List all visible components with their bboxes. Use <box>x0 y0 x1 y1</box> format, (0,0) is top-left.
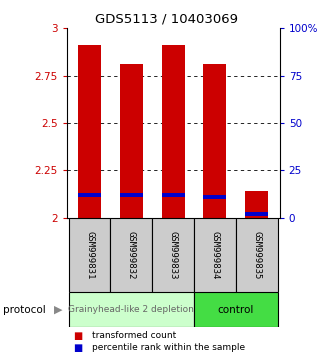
Bar <box>162 193 185 197</box>
Text: ▶: ▶ <box>54 305 63 315</box>
Text: control: control <box>218 305 254 315</box>
Text: GSM999835: GSM999835 <box>252 231 261 279</box>
Text: percentile rank within the sample: percentile rank within the sample <box>92 343 245 352</box>
Text: protocol: protocol <box>3 305 46 315</box>
Bar <box>203 64 226 218</box>
Bar <box>245 191 268 218</box>
Bar <box>69 218 111 292</box>
Text: GDS5113 / 10403069: GDS5113 / 10403069 <box>95 12 238 25</box>
Bar <box>236 218 278 292</box>
Bar <box>203 195 226 199</box>
Text: GSM999832: GSM999832 <box>127 231 136 279</box>
Bar <box>120 64 143 218</box>
Text: Grainyhead-like 2 depletion: Grainyhead-like 2 depletion <box>69 305 194 314</box>
Bar <box>78 45 101 218</box>
Bar <box>111 218 152 292</box>
Text: GSM999833: GSM999833 <box>168 231 178 279</box>
Bar <box>194 218 236 292</box>
Bar <box>78 193 101 197</box>
Bar <box>194 292 278 327</box>
Text: GSM999831: GSM999831 <box>85 231 94 279</box>
Bar <box>69 292 194 327</box>
Text: ■: ■ <box>73 331 83 341</box>
Text: transformed count: transformed count <box>92 331 176 340</box>
Text: ■: ■ <box>73 343 83 353</box>
Bar <box>162 45 185 218</box>
Bar <box>245 212 268 216</box>
Bar <box>120 193 143 197</box>
Bar <box>152 218 194 292</box>
Text: GSM999834: GSM999834 <box>210 231 219 279</box>
